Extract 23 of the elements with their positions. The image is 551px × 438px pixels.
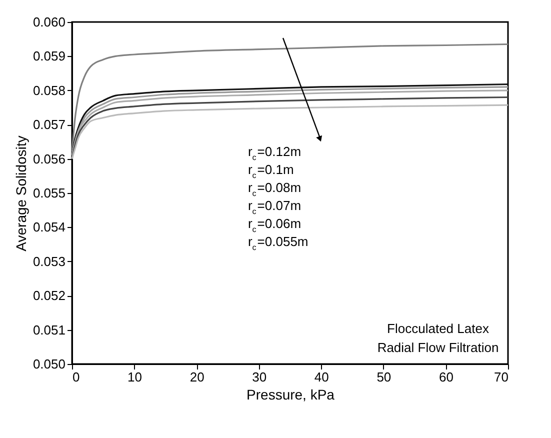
x-tick-label: 70 xyxy=(494,370,508,384)
x-tick-label: 10 xyxy=(128,370,142,384)
x-tick-label: 20 xyxy=(190,370,204,384)
x-axis-title: Pressure, kPa xyxy=(246,386,335,402)
y-tick-label: 0.050 xyxy=(32,356,66,372)
y-tick-label: 0.051 xyxy=(32,322,66,338)
y-tick-label: 0.056 xyxy=(32,151,66,166)
x-tick-label: 40 xyxy=(314,370,329,384)
y-tick-label: 0.057 xyxy=(32,117,66,132)
x-tick-label: 50 xyxy=(376,370,392,384)
x-tick-label: 30 xyxy=(252,370,267,384)
y-tick-label: 0.052 xyxy=(32,288,66,304)
x-tick-label: 60 xyxy=(438,370,454,384)
y-tick-label: 0.053 xyxy=(32,254,66,269)
y-tick-label: 0.058 xyxy=(32,82,66,98)
x-tick-label: 0 xyxy=(72,370,80,384)
y-axis-title: Average Solidosity xyxy=(12,136,29,252)
y-tick-label: 0.060 xyxy=(32,14,66,30)
annotation: Flocculated Latex xyxy=(387,321,490,336)
y-tick-label: 0.055 xyxy=(32,186,66,200)
annotation: Radial Flow Filtration xyxy=(377,340,499,355)
y-tick-label: 0.059 xyxy=(32,48,66,64)
y-tick-label: 0.054 xyxy=(32,220,66,235)
